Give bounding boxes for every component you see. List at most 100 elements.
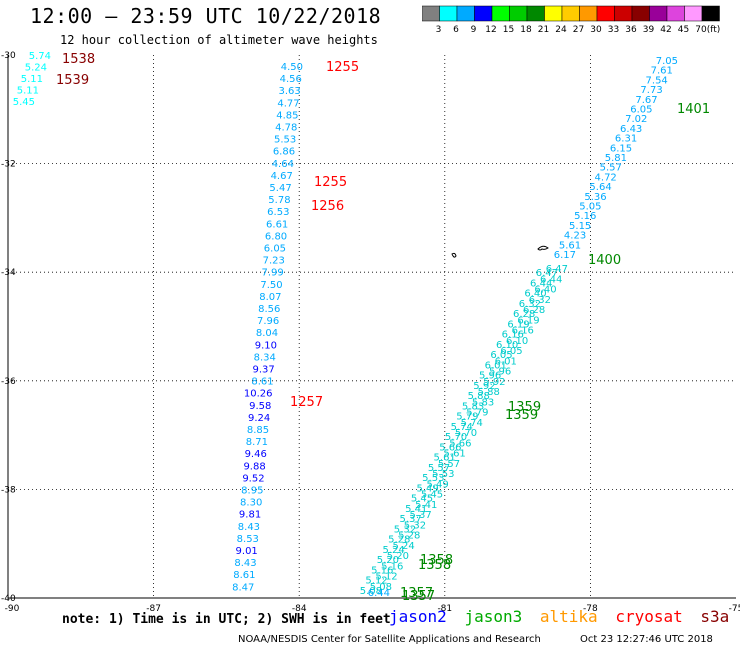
swh-value: 5.28 [388,535,410,546]
swh-value: 5.15 [569,221,591,232]
legend-label: 18 [520,25,532,35]
swh-value: 5.96 [489,367,511,378]
lat-tick-label: -32 [1,160,16,170]
swh-value: 6.47 [536,268,558,279]
swh-value: 7.54 [646,75,668,86]
swh-value: 6.53 [267,207,289,218]
swh-value: 5.41 [415,500,437,511]
swh-value: 6.16 [512,326,534,337]
swh-value: 5.36 [584,192,606,203]
swh-value: 5.11 [17,86,39,97]
satellite-legend: jason2 jason3 altika cryosat s3a [389,607,737,626]
swh-value: 6.86 [273,147,295,158]
swh-value: 8.34 [254,352,276,363]
lon-tick-label: -90 [5,604,20,614]
island-outline [537,245,549,251]
legend-label: 24 [555,25,567,35]
swh-value: 3.63 [278,86,300,97]
swh-value: 6.05 [630,105,652,116]
swh-value: 5.41 [405,504,427,515]
swh-value: 5.88 [478,387,500,398]
swh-value: 5.61 [434,453,456,464]
swh-value: 4.50 [281,62,303,73]
swh-value: 5.61 [559,240,581,251]
legend-label: 45 [678,25,689,35]
pass-time-label: 1538 [62,52,95,67]
swh-value: 5.37 [399,514,421,525]
swh-value: 5.45 [411,494,433,505]
satellite-jason3: jason3 [464,607,523,626]
swh-value: 5.08 [370,582,392,593]
pass-time-label: 1359 [508,400,541,415]
swh-value: 5.66 [449,438,471,449]
pass-time-label: 1358 [420,553,453,568]
swh-value: 8.47 [232,582,254,593]
swh-value: 4.72 [595,172,617,183]
swh-value: 8.04 [256,328,278,339]
swh-value: 5.83 [472,397,494,408]
satellite-jason2: jason2 [389,607,447,626]
legend-label: 33 [608,25,619,35]
swh-value: 5.79 [466,408,488,419]
swh-value: 5.92 [483,377,505,388]
swh-value: 5.57 [428,463,450,474]
swh-value: 9.46 [245,449,267,460]
swh-value: 9.58 [249,401,271,412]
page-subtitle: 12 hour collection of altimeter wave hei… [60,33,378,47]
swh-value: 7.02 [625,114,647,125]
swh-value: 6.05 [490,350,512,361]
swh-value: 5.74 [29,51,51,62]
swh-value: 5.74 [461,418,483,429]
swh-value: 6.19 [507,319,529,330]
swh-value: 5.83 [462,401,484,412]
legend-label: 39 [643,25,655,35]
lon-tick-label: -84 [292,604,307,614]
swh-value: 6.10 [506,336,528,347]
swh-value: 4.67 [271,171,293,182]
swh-value: 5.78 [268,195,290,206]
swh-value: 5.61 [444,449,466,460]
swh-value: 8.71 [246,437,268,448]
swh-value: 6.10 [496,340,518,351]
swh-value: 8.30 [240,498,262,509]
satellite-cryosat: cryosat [615,607,683,626]
swh-value: 5.28 [398,531,420,542]
lon-tick-label: -78 [583,604,598,614]
pass-time-label: 1357 [400,586,433,601]
swh-value: 8.07 [259,292,281,303]
legend-label: 21 [538,25,549,35]
pass-time-label: 1358 [418,558,451,573]
swh-value: 5.12 [375,572,397,583]
swh-value: 5.92 [473,381,495,392]
swh-value: 5.32 [394,524,416,535]
swh-value: 5.16 [381,561,403,572]
swh-value: 6.40 [524,289,546,300]
swh-value: 6.43 [620,124,642,135]
swh-value: 4.56 [280,74,302,85]
satellite-s3a: s3a [700,607,730,626]
footer-credit: NOAA/NESDIS Center for Satellite Applica… [238,634,541,645]
swh-value: 5.49 [427,479,449,490]
swh-value: 5.45 [13,97,35,108]
page-title: 12:00 – 23:59 UTC 10/22/2018 [30,4,382,28]
swh-value: 5.70 [455,428,477,439]
lat-tick-label: -40 [1,594,16,604]
swh-value: 5.08 [360,586,382,597]
swh-value: 5.57 [600,163,622,174]
swh-value: 8.43 [238,522,260,533]
swh-value: 5.70 [445,432,467,443]
legend-swatch [701,5,720,22]
lat-tick-label: -36 [1,377,16,387]
swh-value: 7.05 [656,56,678,67]
swh-value: 4.78 [275,123,297,134]
swh-value: 6.44 [540,274,562,285]
swh-value: 9.37 [252,365,274,376]
swh-value: 5.57 [438,459,460,470]
swh-value: 9.24 [248,413,270,424]
swh-value: 8.53 [237,534,259,545]
swh-value: 8.43 [234,558,256,569]
swh-value: 6.44 [368,588,390,599]
pass-time-label: 1401 [677,102,710,117]
legend-label: 9 [471,25,477,35]
